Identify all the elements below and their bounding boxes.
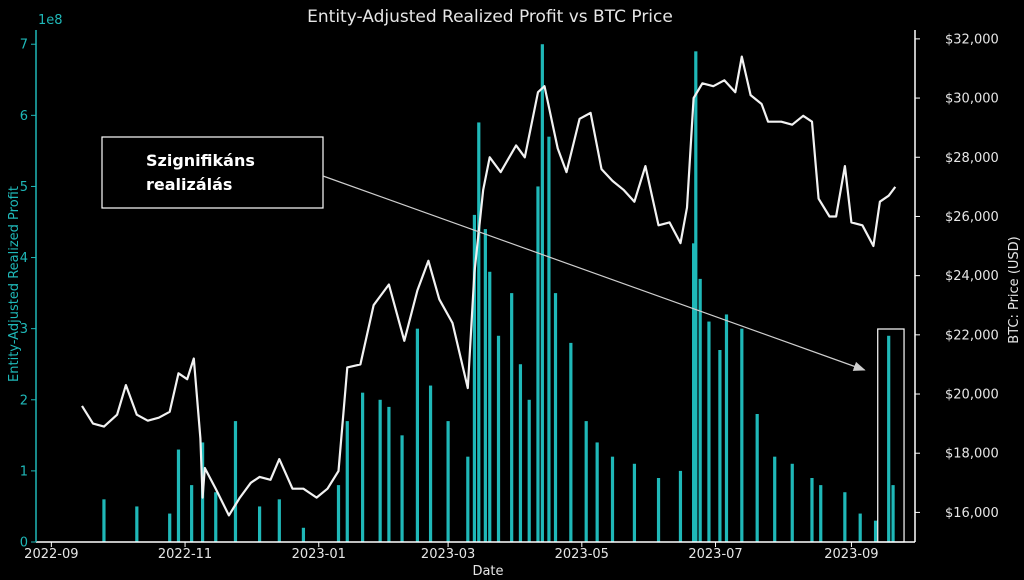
bar-1 [135, 506, 139, 542]
y-left-tick-label-0: 0 [20, 536, 28, 551]
bar-31 [547, 136, 551, 542]
x-tick-label-1: 2022-11 [158, 547, 212, 562]
bar-4 [190, 485, 194, 542]
y-right-tick-label-6: $28,000 [945, 151, 999, 166]
bar-6 [214, 492, 218, 542]
bar-2 [168, 513, 172, 542]
highlight-box [877, 328, 905, 543]
price-line [81, 55, 897, 517]
x-tick-label-0: 2022-09 [24, 547, 78, 562]
bar-52 [843, 492, 847, 542]
y-right-tick-label-1: $18,000 [945, 447, 999, 462]
bar-43 [707, 321, 711, 542]
y-right-tick-label-7: $30,000 [945, 92, 999, 107]
bar-35 [595, 442, 599, 542]
x-tick-label-3: 2023-03 [421, 547, 475, 562]
x-tick-label-4: 2023-05 [555, 547, 609, 562]
bar-20 [466, 456, 470, 542]
bar-22 [477, 122, 481, 542]
bar-47 [755, 414, 759, 542]
bar-46 [740, 328, 744, 542]
y-left-tick-label-3: 3 [20, 322, 28, 337]
bar-14 [378, 399, 382, 542]
bar-26 [510, 293, 514, 542]
bar-0 [102, 499, 106, 542]
y-left-ticks: 0 1 2 3 4 5 6 7 [20, 38, 36, 551]
line-series [81, 55, 897, 517]
annotation-box [101, 136, 324, 209]
bar-24 [488, 271, 492, 542]
bar-36 [610, 456, 615, 542]
bar-54 [873, 520, 878, 542]
bar-10 [301, 527, 306, 542]
x-axis-ticks: 2022-09 2022-11 2023-01 2023-03 2023-05 2023-… [24, 542, 879, 562]
y-left-multiplier: 1e8 [38, 13, 63, 28]
bar-51 [819, 485, 823, 542]
bar-55 [887, 335, 891, 542]
y-right-axis-label: BTC: Price (USD) [1007, 236, 1022, 343]
bar-41 [694, 51, 698, 542]
bar-30 [540, 44, 544, 542]
bar-49 [790, 463, 794, 542]
y-right-tick-label-0: $16,000 [945, 506, 999, 521]
bar-45 [724, 314, 729, 542]
bar-21 [472, 214, 477, 542]
y-left-tick-label-1: 1 [20, 464, 28, 479]
y-left-tick-label-5: 5 [20, 180, 28, 195]
y-right-tick-label-5: $26,000 [945, 210, 999, 225]
x-tick-label-6: 2023-09 [824, 547, 878, 562]
y-left-tick-label-7: 7 [20, 38, 28, 53]
bar-50 [810, 478, 814, 542]
bar-13 [361, 392, 365, 542]
bar-37 [632, 463, 637, 542]
bar-23 [483, 229, 487, 542]
x-tick-label-2: 2023-01 [292, 547, 346, 562]
x-tick-label-5: 2023-07 [688, 547, 742, 562]
annotation-arrow [322, 175, 866, 371]
bar-3 [176, 449, 181, 542]
y-right-tick-label-2: $20,000 [945, 388, 999, 403]
bar-12 [345, 421, 349, 542]
bar-15 [387, 406, 391, 542]
chart-title: Entity-Adjusted Realized Profit vs BTC P… [307, 7, 673, 27]
bar-56 [891, 485, 895, 542]
y-left-tick-label-4: 4 [20, 251, 28, 266]
bar-32 [553, 293, 558, 542]
bar-27 [518, 364, 523, 542]
annotation-text-line1: Szignifikáns [146, 151, 255, 170]
bar-8 [257, 506, 262, 542]
bar-9 [277, 499, 281, 542]
bar-34 [584, 421, 588, 542]
bar-53 [858, 513, 862, 542]
y-right-tick-label-8: $32,000 [945, 32, 999, 47]
bar-series [102, 44, 895, 543]
y-left-tick-label-6: 6 [20, 109, 28, 124]
bar-40 [692, 243, 696, 543]
bar-38 [656, 478, 661, 542]
bar-17 [415, 328, 420, 542]
bar-19 [446, 421, 450, 542]
bar-48 [773, 456, 777, 542]
bar-25 [496, 335, 501, 542]
bar-16 [400, 435, 404, 542]
bar-18 [428, 385, 433, 542]
bar-44 [718, 350, 722, 542]
x-axis-label: Date [472, 564, 503, 579]
bar-7 [233, 421, 238, 542]
bar-33 [569, 342, 573, 542]
annotation-text-line2: realizálás [146, 175, 232, 194]
y-right-tick-label-3: $22,000 [945, 328, 999, 343]
bar-42 [698, 278, 702, 542]
bar-29 [536, 186, 540, 542]
bar-28 [527, 399, 531, 542]
bar-39 [678, 470, 683, 542]
y-right-ticks: $16,000 $18,000 $20,000 $22,000 $24,000 $26,0… [915, 32, 999, 521]
bar-11 [336, 485, 341, 542]
y-left-axis-label: Entity-Adjusted Realized Profit [7, 186, 22, 382]
y-right-tick-label-4: $24,000 [945, 269, 999, 284]
y-left-tick-label-2: 2 [20, 393, 28, 408]
annotation: Szignifikáns realizálás [101, 136, 905, 543]
